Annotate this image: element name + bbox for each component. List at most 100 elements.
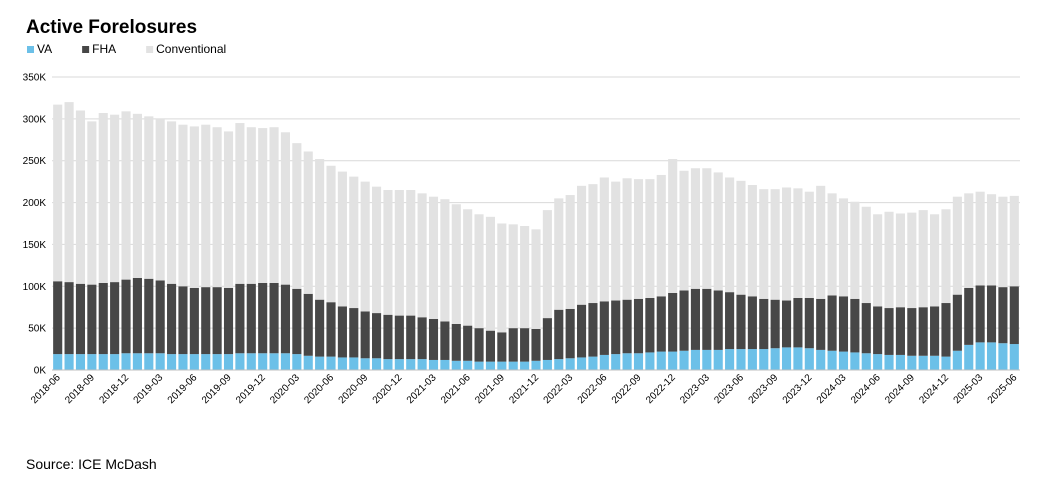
bar-segment [1009,286,1019,345]
bar-segment [804,298,814,349]
bar-segment [850,201,860,299]
bar-segment [167,283,177,355]
legend-label: VA [37,42,52,56]
bar-segment [793,188,803,299]
bar-segment [576,357,587,370]
x-tick-label: 2018-12 [97,372,131,406]
bar-segment [998,343,1008,370]
bar-segment [930,214,940,307]
bar-segment [668,159,678,293]
bar-segment [941,303,951,357]
bar-segment [770,348,780,370]
x-tick-label: 2019-12 [234,372,268,406]
bar-segment [964,344,974,370]
bar-segment [907,355,917,370]
bar-segment [873,214,883,307]
bar-segment [360,181,370,312]
bar-segment [110,114,120,283]
bar-segment [713,172,723,291]
bar-segment [656,174,666,297]
bar-segment [622,353,632,370]
bar-segment [463,209,473,326]
bar-segment [542,359,552,370]
bar-segment [850,298,860,353]
bar-segment [633,298,644,354]
bar-segment [337,357,347,370]
bar-segment [645,179,655,299]
bar-segment [781,347,792,370]
bar-segment [144,116,154,279]
x-tick-label: 2022-09 [610,372,644,406]
x-tick-label: 2020-06 [302,372,336,406]
y-tick-label: 200K [23,198,47,209]
bar-segment [315,159,325,300]
bar-segment [258,353,268,370]
x-tick-label: 2024-12 [917,372,951,406]
bar-segment [64,282,74,355]
bar-segment [975,191,985,286]
bar-segment [1009,195,1019,287]
bar-segment [713,290,723,350]
bar-segment [212,127,222,288]
bar-segment [895,354,905,370]
bar-segment [816,185,826,299]
bar-segment [861,303,871,354]
bar-segment [690,288,700,350]
chart-title: Active Forelosures [26,17,197,38]
bar-segment [121,279,131,354]
legend-label: FHA [92,42,116,56]
bar-segment [975,342,985,370]
x-tick-label: 2021-03 [405,372,439,406]
bar-segment [838,351,849,370]
x-tick-label: 2019-06 [166,372,200,406]
bar-segment [599,177,609,302]
bar-segment [428,196,439,319]
bar-segment [668,292,678,352]
bar-segment [428,359,439,370]
bar-segment [485,216,496,331]
bar-segment [280,284,291,354]
bar-segment [394,315,404,360]
x-tick-label: 2022-06 [576,372,610,406]
bar-segment [440,359,450,370]
x-tick-label: 2022-12 [644,372,678,406]
x-tick-label: 2023-12 [781,372,815,406]
bar-segment [87,354,97,370]
bar-segment [770,299,780,349]
bar-segment [599,301,609,355]
y-tick-label: 50K [28,324,46,335]
bar-segment [576,185,587,305]
y-tick-label: 300K [23,114,47,125]
bar-segment [531,229,541,329]
bar-segment [633,179,644,299]
bar-segment [98,354,108,370]
bar-segment [144,353,154,370]
bar-segment [918,210,928,308]
bar-segment [121,353,131,370]
y-tick-label: 0K [34,366,47,377]
bar-segment [440,321,450,360]
bar-segment [975,285,985,343]
bar-segment [702,168,712,289]
bar-segment [53,281,63,355]
bar-segment [303,151,313,294]
bar-segment [223,354,234,370]
bar-segment [736,349,746,370]
bar-segment [952,350,962,370]
bar-segment [622,178,632,300]
bar-segment [781,300,792,348]
bar-segment [690,168,700,289]
bar-segment [804,348,814,370]
bar-segment [873,306,883,355]
bar-segment [155,280,165,354]
bar-segment [554,309,564,360]
bar-segment [383,359,393,370]
bar-segment [315,299,325,357]
bar-segment [998,287,1008,344]
bar-segment [804,191,814,299]
bar-segment [542,210,552,319]
bar-segment [861,206,871,304]
bar-segment [110,282,120,355]
bar-segment [1009,344,1019,370]
bar-segment [747,296,757,350]
